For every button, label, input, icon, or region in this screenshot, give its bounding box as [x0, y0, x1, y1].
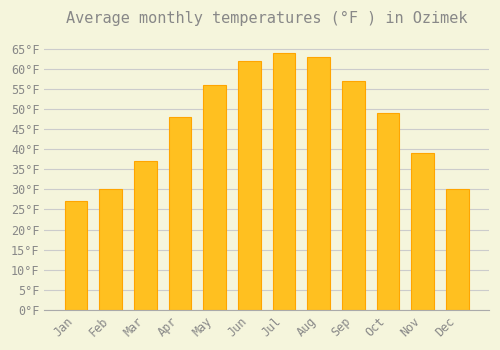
- Bar: [64, 202, 87, 310]
- Bar: [204, 85, 226, 310]
- Bar: [238, 61, 260, 310]
- Bar: [100, 189, 122, 310]
- Bar: [134, 161, 156, 310]
- Bar: [446, 189, 468, 310]
- Bar: [377, 113, 400, 310]
- Title: Average monthly temperatures (°F ) in Ozimek: Average monthly temperatures (°F ) in Oz…: [66, 11, 468, 26]
- Bar: [412, 153, 434, 310]
- Bar: [342, 81, 364, 310]
- Bar: [308, 57, 330, 310]
- Bar: [272, 53, 295, 310]
- Bar: [168, 117, 192, 310]
